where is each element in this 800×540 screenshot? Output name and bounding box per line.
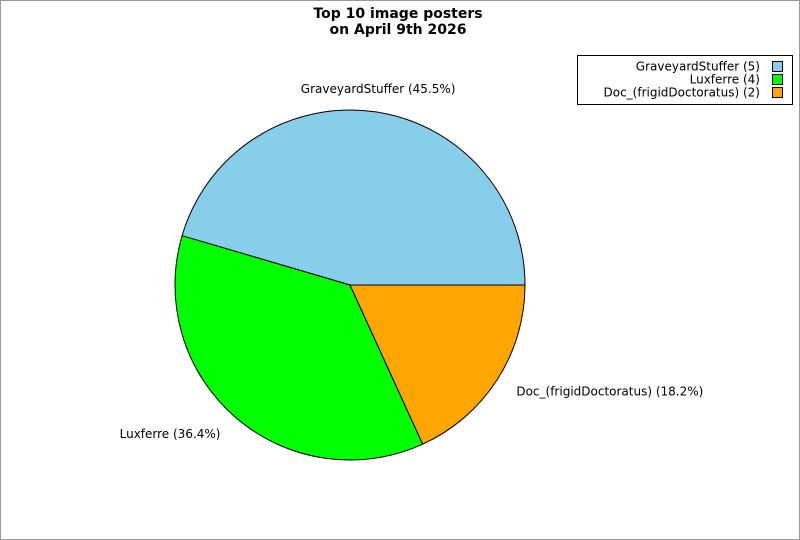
legend-swatch	[772, 74, 783, 85]
slice-label: Doc_(frigidDoctoratus) (18.2%)	[516, 384, 703, 398]
chart-title: Top 10 image posters	[313, 6, 482, 22]
slice-label: Luxferre (36.4%)	[120, 427, 221, 441]
legend-swatch	[772, 87, 783, 98]
legend-label: Doc_(frigidDoctoratus) (2)	[604, 86, 761, 100]
legend-swatch	[772, 61, 783, 72]
pie-slice	[349, 284, 526, 445]
chart-title: on April 9th 2026	[330, 22, 467, 38]
legend-box	[577, 55, 793, 105]
slice-label: GraveyardStuffer (45.5%)	[301, 82, 456, 96]
legend-label: GraveyardStuffer (5)	[636, 60, 760, 74]
pie-slice	[181, 109, 526, 286]
pie-slice	[174, 235, 424, 461]
legend-label: Luxferre (4)	[690, 73, 760, 87]
